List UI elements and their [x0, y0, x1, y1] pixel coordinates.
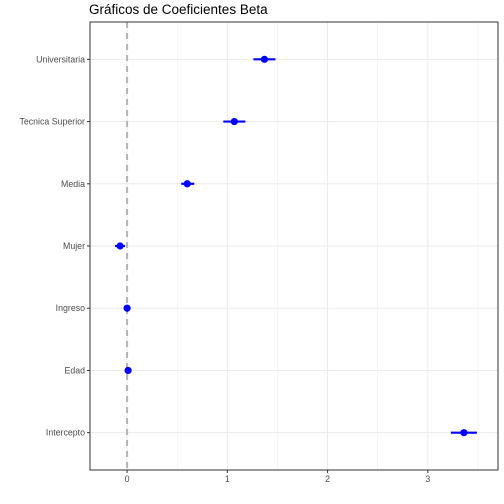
x-axis: 0 1 2 3 — [125, 470, 430, 484]
y-tick-label: Tecnica Superior — [19, 117, 85, 127]
coefficient-point — [183, 180, 191, 188]
coefficient-marks — [115, 55, 477, 437]
grid-lines — [90, 22, 498, 470]
coefficient-point — [460, 429, 468, 437]
y-tick-label: Edad — [64, 365, 85, 375]
coefficient-point — [260, 55, 269, 63]
x-tick-label: 1 — [225, 474, 230, 484]
y-tick-label: Mujer — [63, 241, 85, 251]
coefficient-point — [116, 242, 124, 250]
coefficient-point — [123, 304, 131, 312]
x-tick-label: 3 — [425, 474, 430, 484]
coefficient-point — [230, 117, 238, 126]
x-tick-label: 2 — [325, 474, 330, 484]
x-tick-label: 0 — [125, 474, 130, 484]
y-tick-label: Ingreso — [56, 303, 85, 313]
y-tick-label: Intercepto — [46, 428, 85, 438]
coefficient-point — [124, 366, 132, 375]
y-tick-label: Media — [61, 179, 85, 189]
y-tick-label: Universitaria — [36, 54, 85, 64]
chart-title: Gráficos de Coeficientes Beta — [89, 2, 268, 17]
y-axis: Universitaria Tecnica Superior Media Mujer I… — [19, 54, 90, 438]
